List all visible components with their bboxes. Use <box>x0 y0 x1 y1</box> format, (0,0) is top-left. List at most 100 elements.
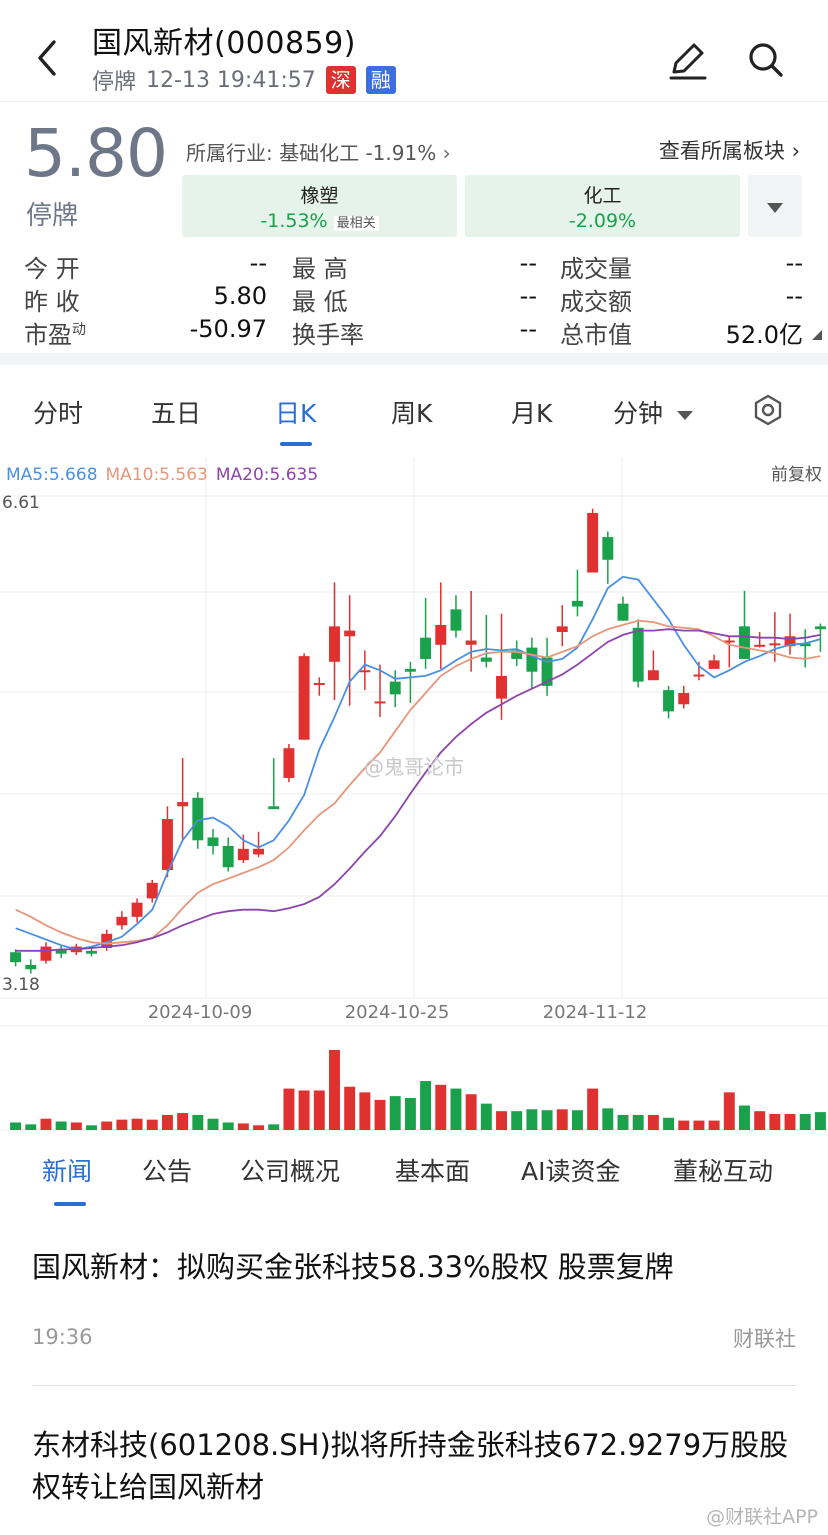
article-divider <box>32 1385 796 1386</box>
candle-body <box>435 624 447 645</box>
date-tick-label: 2024-10-09 <box>148 1002 253 1023</box>
sector-name: 化工 <box>583 185 622 207</box>
volume-bar <box>329 1050 340 1130</box>
volume-bar <box>450 1088 462 1130</box>
shenzhen-badge: 深 <box>325 66 356 94</box>
tab-minute[interactable]: 分钟 <box>613 394 695 430</box>
more-sectors-button[interactable] <box>748 175 802 237</box>
tab-five-day[interactable]: 五日 <box>151 399 202 428</box>
volume-bar <box>374 1099 386 1130</box>
volume-bar <box>192 1114 204 1130</box>
quote-datetime: 12-13 19:41:57 <box>146 67 316 93</box>
stat-value: -- <box>249 249 267 277</box>
volume-bar <box>632 1114 644 1130</box>
sector-tile-chem[interactable]: 化工 -2.09% <box>465 175 740 237</box>
stat-value: -- <box>785 282 803 310</box>
candle-body <box>177 802 189 807</box>
back-arrow-icon[interactable] <box>28 36 68 80</box>
candle-body <box>708 660 720 669</box>
stat-label: 最 高 <box>292 255 348 283</box>
date-tick-label: 2024-10-25 <box>345 1002 450 1023</box>
volume-bar <box>526 1109 538 1130</box>
article-title[interactable]: 东材科技(601208.SH)拟将所持金张科技672.9279万股股权转让给国风… <box>32 1428 789 1504</box>
candle-body <box>723 640 735 643</box>
candle-body <box>784 636 796 647</box>
quote-panel: 5.80 停牌 所属行业: 基础化工 -1.91% › 查看所属板块 › 橡塑 … <box>0 103 828 353</box>
stat-label: 昨 收 <box>24 288 80 316</box>
chevron-right-icon: › <box>442 141 451 165</box>
top-bar: 国风新材(000859) 停牌 12-13 19:41:57 深 融 <box>0 0 828 102</box>
volume-bar <box>389 1096 401 1130</box>
tab-company-profile[interactable]: 公司概况 <box>240 1157 341 1186</box>
stat-value: 5.80 <box>213 282 267 310</box>
volume-bar <box>708 1120 720 1130</box>
tab-intraday[interactable]: 分时 <box>33 399 84 428</box>
caret-down-icon <box>676 411 693 420</box>
stat-value: 52.0亿 <box>725 321 803 349</box>
tab-monthly-k[interactable]: 月K <box>511 399 553 428</box>
stat-label: 成交额 <box>560 288 632 316</box>
candle-body <box>359 670 371 673</box>
tab-secretary-qa[interactable]: 董秘互动 <box>673 1157 774 1186</box>
volume-bar <box>70 1122 82 1130</box>
y-min-label: 3.18 <box>2 975 40 995</box>
pe-label: 市盈 <box>24 321 72 349</box>
chart-watermark: @鬼哥论市 <box>364 755 464 779</box>
volume-bar <box>222 1122 234 1130</box>
settings-hex-icon[interactable] <box>752 394 784 426</box>
candle-body <box>298 656 310 740</box>
volume-bar <box>647 1114 659 1130</box>
edit-icon[interactable] <box>666 38 710 82</box>
candle-body <box>450 609 462 631</box>
corner-triangle-icon[interactable] <box>811 329 823 341</box>
stock-subtitle: 停牌 12-13 19:41:57 深 融 <box>92 64 396 96</box>
tab-fundamentals[interactable]: 基本面 <box>395 1157 471 1186</box>
chevron-right-icon: › <box>791 139 800 163</box>
volume-bar <box>101 1121 113 1130</box>
stat-label: 成交量 <box>560 255 632 283</box>
date-tick-label: 2024-11-12 <box>543 1002 648 1023</box>
adjust-label: 前复权 <box>771 465 822 485</box>
sector-change: -2.09% <box>568 210 637 232</box>
volume-bar <box>435 1084 447 1130</box>
search-icon[interactable] <box>744 38 788 82</box>
article-title[interactable]: 国风新材：拟购买金张科技58.33%股权 股票复牌 <box>32 1250 674 1284</box>
volume-bar <box>253 1125 265 1130</box>
candle-body <box>814 626 826 630</box>
stat-label: 换手率 <box>292 321 364 349</box>
section-divider <box>0 353 828 365</box>
candle-body <box>526 647 538 672</box>
industry-name: 基础化工 <box>279 141 360 165</box>
volume-bar <box>541 1110 553 1130</box>
candle-body <box>480 657 492 662</box>
sector-tile-rubber[interactable]: 橡塑 -1.53% 最相关 <box>182 175 457 237</box>
tab-news[interactable]: 新闻 <box>42 1157 93 1186</box>
volume-bar <box>161 1114 173 1130</box>
candle-body <box>511 650 523 659</box>
stock-title: 国风新材(000859) <box>92 26 356 61</box>
candle-body <box>693 674 705 677</box>
volume-bar <box>283 1088 295 1130</box>
industry-link[interactable]: 所属行业: 基础化工 -1.91% › <box>186 137 451 166</box>
volume-bar <box>207 1118 219 1130</box>
volume-bar <box>511 1111 523 1130</box>
candle-body <box>571 600 583 607</box>
tab-announcements[interactable]: 公告 <box>142 1157 193 1186</box>
stat-label: 市盈动 <box>24 315 86 350</box>
volume-bar <box>617 1114 629 1130</box>
tab-weekly-k[interactable]: 周K <box>391 399 433 428</box>
article-source: 财联社 <box>733 1327 796 1351</box>
sector-name: 橡塑 <box>300 185 339 207</box>
view-sectors-link[interactable]: 查看所属板块 › <box>659 135 800 165</box>
tab-ai-funds[interactable]: AI读资金 <box>521 1157 621 1186</box>
volume-bar <box>146 1119 158 1130</box>
tab-daily-k[interactable]: 日K <box>275 399 317 428</box>
y-max-label: 6.61 <box>2 493 40 513</box>
candle-body <box>131 902 143 917</box>
stats-row: 昨 收 5.80 最 低 -- 成交额 -- <box>24 282 809 316</box>
candlestick-chart[interactable]: MA5:5.668 MA10:5.563 MA20:5.635 前复权 6.61 3.18… <box>0 458 828 1138</box>
pe-sup: 动 <box>72 322 86 338</box>
stat-label: 今 开 <box>24 255 80 283</box>
volume-bar <box>116 1119 128 1130</box>
